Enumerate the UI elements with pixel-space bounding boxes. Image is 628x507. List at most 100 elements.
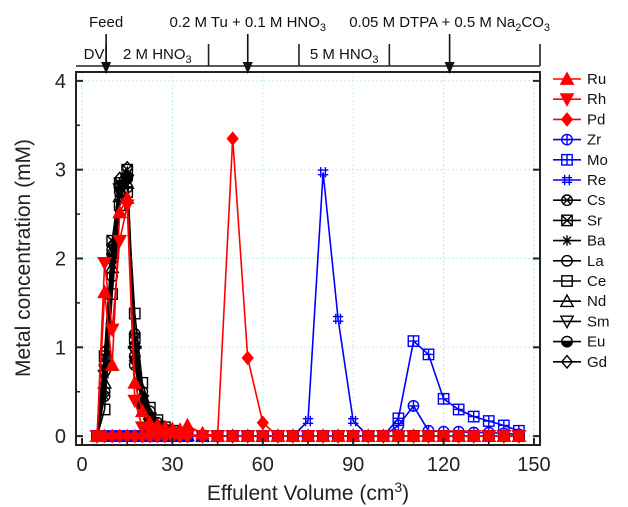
data-point xyxy=(112,188,128,203)
x-tick-label: 120 xyxy=(427,454,460,476)
legend-item-eu: Eu xyxy=(553,334,605,351)
legend-label: Nd xyxy=(587,293,606,310)
data-point xyxy=(104,323,120,338)
data-point xyxy=(317,167,329,178)
data-point xyxy=(452,428,465,444)
series-line xyxy=(96,166,519,437)
x-tick-label: 60 xyxy=(252,454,274,476)
legend-item-rh: Rh xyxy=(553,91,606,108)
series-line xyxy=(96,165,519,437)
data-point xyxy=(561,254,573,267)
y-tick-label: 1 xyxy=(55,337,66,359)
data-point xyxy=(97,257,113,271)
data-point xyxy=(560,112,574,127)
legend-label: Pd xyxy=(587,111,605,128)
series-sm xyxy=(89,174,527,444)
arrow-head xyxy=(242,62,253,74)
x-axis-title: Effulent Volume (cm3) xyxy=(207,479,409,505)
legend-item-ru: Ru xyxy=(553,71,606,88)
series-ba xyxy=(91,168,525,442)
data-point xyxy=(332,428,345,444)
data-point xyxy=(181,428,194,444)
legend-item-sm: Sm xyxy=(553,313,610,330)
plot-series xyxy=(89,131,527,444)
series-line xyxy=(96,176,519,437)
series-la xyxy=(91,181,525,443)
data-point xyxy=(104,357,120,371)
data-point xyxy=(497,428,510,444)
axes: 0 30 60 90 120 150 0 1 2 3 4 xyxy=(55,71,551,476)
data-point xyxy=(119,199,135,213)
series-line xyxy=(96,186,519,437)
series-line xyxy=(96,205,519,437)
grid xyxy=(76,72,540,445)
data-point xyxy=(483,415,494,427)
y-tick-label: 2 xyxy=(55,249,66,271)
series-line xyxy=(96,195,519,437)
legend-label: Ru xyxy=(587,71,606,88)
data-point xyxy=(560,354,574,370)
legend-item-mo: Mo xyxy=(553,152,608,169)
data-point xyxy=(561,235,573,246)
stage-label: 5 M HNO3 xyxy=(310,46,379,66)
data-point xyxy=(225,430,241,444)
series-line xyxy=(96,173,519,437)
data-point xyxy=(559,293,575,308)
data-point xyxy=(561,214,573,227)
series-line xyxy=(97,172,519,437)
data-point xyxy=(467,428,480,444)
series-nd xyxy=(89,175,527,443)
legend-label: Cs xyxy=(587,192,605,209)
legend-item-re: Re xyxy=(553,172,606,189)
legend-item-pd: Pd xyxy=(553,111,605,128)
data-point xyxy=(561,194,573,207)
arrow-head xyxy=(101,62,112,74)
legend-item-sr: Sr xyxy=(553,212,602,229)
series-line xyxy=(96,189,519,437)
data-point xyxy=(561,174,573,186)
legend-item-cs: Cs xyxy=(553,192,605,209)
data-point xyxy=(453,404,464,415)
arrow-label: Feed xyxy=(89,14,123,31)
data-point xyxy=(559,71,575,85)
top-annotation-bar: DV 2 M HNO3 5 M HNO3 Feed 0.2 M Tu + 0.1 M H… xyxy=(76,14,550,74)
legend-item-gd: Gd xyxy=(553,354,607,371)
arrow-label: 0.2 M Tu + 0.1 M HNO3 xyxy=(169,14,326,34)
stage-label: DV xyxy=(84,46,105,63)
series-line xyxy=(97,138,519,437)
data-point xyxy=(561,214,573,227)
legend-label: Ba xyxy=(587,233,606,250)
x-tick-label: 150 xyxy=(517,454,550,476)
series-ce xyxy=(91,185,525,443)
legend-item-nd: Nd xyxy=(553,293,606,310)
series-line xyxy=(96,180,519,437)
data-point xyxy=(559,315,575,330)
data-point xyxy=(559,93,575,107)
data-point xyxy=(561,275,573,287)
data-point xyxy=(127,394,143,409)
data-point xyxy=(112,204,128,219)
y-tick-label: 4 xyxy=(55,71,66,93)
data-point xyxy=(286,428,300,444)
data-point xyxy=(408,400,419,412)
stage-label: 2 M HNO3 xyxy=(123,46,192,66)
data-point xyxy=(332,313,344,325)
y-tick-label: 3 xyxy=(55,160,66,182)
data-point xyxy=(256,415,269,431)
data-point xyxy=(561,340,573,348)
data-point xyxy=(438,393,449,405)
data-point xyxy=(393,413,404,424)
data-point xyxy=(562,196,572,205)
data-point xyxy=(347,415,359,427)
data-point xyxy=(241,350,254,366)
x-tick-label: 30 xyxy=(161,454,183,476)
legend-label: Rh xyxy=(587,91,606,108)
data-point xyxy=(422,428,435,444)
series-cs xyxy=(91,172,525,443)
legend-label: Gd xyxy=(587,354,607,371)
data-point xyxy=(468,411,479,422)
data-point xyxy=(128,307,141,320)
data-point xyxy=(302,415,314,427)
